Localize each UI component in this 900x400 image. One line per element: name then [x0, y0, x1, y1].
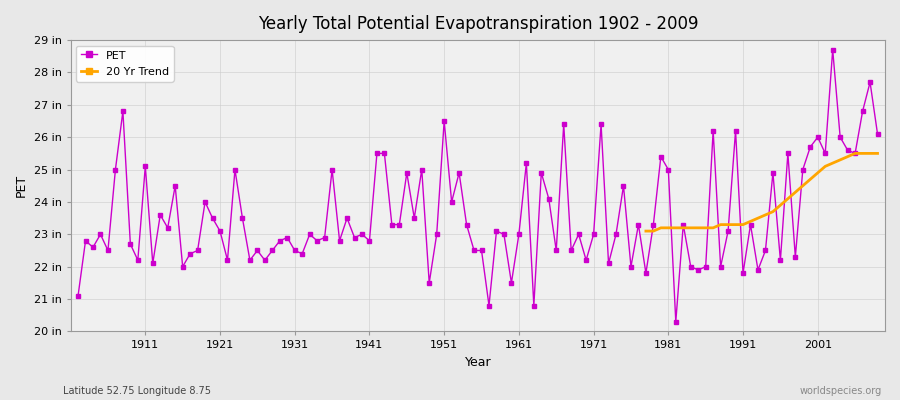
Text: worldspecies.org: worldspecies.org — [800, 386, 882, 396]
Title: Yearly Total Potential Evapotranspiration 1902 - 2009: Yearly Total Potential Evapotranspiratio… — [257, 15, 698, 33]
Text: Latitude 52.75 Longitude 8.75: Latitude 52.75 Longitude 8.75 — [63, 386, 211, 396]
X-axis label: Year: Year — [464, 356, 491, 369]
Legend: PET, 20 Yr Trend: PET, 20 Yr Trend — [76, 46, 174, 82]
Y-axis label: PET: PET — [15, 174, 28, 197]
